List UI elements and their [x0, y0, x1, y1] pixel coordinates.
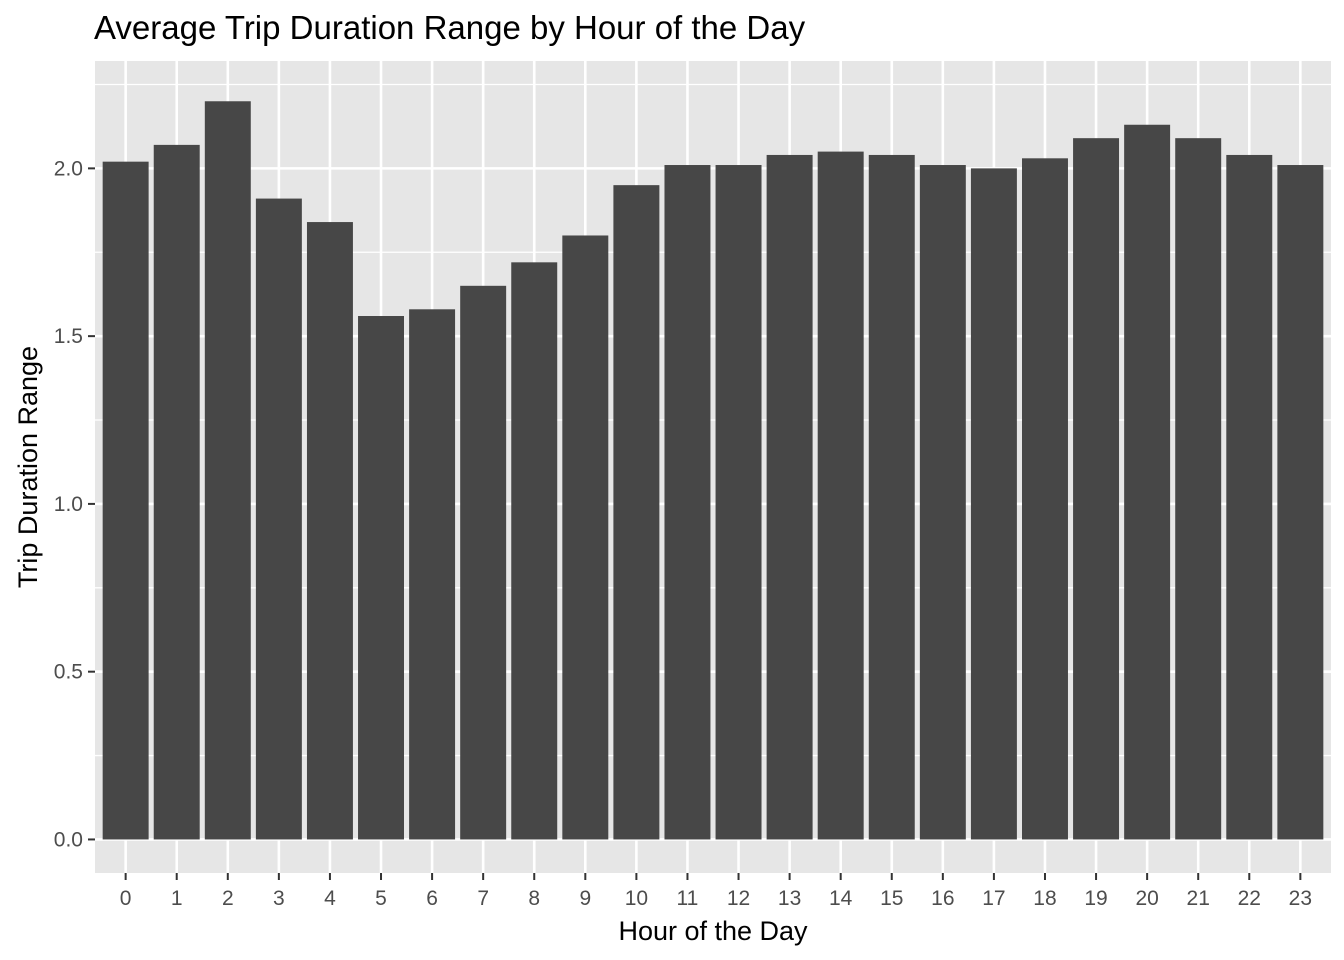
bar-hour-9	[562, 235, 609, 840]
y-axis-title: Trip Duration Range	[13, 346, 43, 588]
x-tick-label: 8	[528, 887, 540, 910]
x-tick-label: 23	[1289, 887, 1312, 910]
bar-hour-10	[613, 185, 660, 840]
x-tick-label: 11	[677, 887, 699, 910]
bar-hour-13	[766, 154, 813, 840]
bar-hour-7	[460, 285, 507, 840]
y-tick-label: 1.0	[54, 493, 83, 516]
bar-hour-1	[153, 144, 200, 840]
bar-hour-6	[409, 309, 456, 840]
x-tick-label: 20	[1135, 887, 1158, 910]
x-tick-label: 5	[375, 887, 387, 910]
bar-hour-21	[1175, 138, 1222, 840]
x-tick-label: 14	[829, 887, 853, 910]
x-tick-label: 1	[171, 887, 183, 910]
bar-hour-4	[306, 222, 353, 840]
x-tick-label: 13	[778, 887, 801, 910]
chart-title: Average Trip Duration Range by Hour of t…	[94, 9, 806, 46]
x-tick-label: 16	[931, 887, 954, 910]
bar-hour-22	[1226, 154, 1273, 840]
bar-hour-23	[1277, 165, 1324, 840]
bar-hour-8	[511, 262, 558, 840]
x-tick-label: 12	[727, 887, 750, 910]
x-tick-label: 17	[982, 887, 1005, 910]
bar-hour-19	[1073, 138, 1120, 840]
bar-hour-20	[1124, 124, 1171, 840]
x-tick-label: 19	[1084, 887, 1107, 910]
bar-hour-16	[919, 165, 966, 840]
bars	[102, 101, 1324, 840]
bar-hour-17	[970, 168, 1017, 840]
bar-hour-0	[102, 161, 149, 840]
y-tick-label: 2.0	[54, 157, 83, 180]
x-tick-label: 3	[273, 887, 285, 910]
bar-hour-15	[868, 154, 915, 840]
x-tick-label: 18	[1033, 887, 1056, 910]
bar-hour-18	[1022, 158, 1068, 840]
y-tick-label: 0.0	[54, 828, 83, 851]
x-tick-label: 9	[579, 887, 591, 910]
x-axis: 0 1 2 3 4 5 6 7 8 9 10 11 12 13 14 15 16 17 18 19 20 21 22 23	[120, 873, 1312, 910]
bar-hour-3	[255, 198, 302, 840]
x-tick-label: 7	[477, 887, 489, 910]
x-tick-label: 0	[120, 887, 132, 910]
y-tick-label: 1.5	[54, 325, 83, 348]
x-tick-label: 21	[1187, 887, 1210, 910]
bar-hour-2	[204, 101, 251, 840]
y-tick-label: 0.5	[54, 661, 83, 684]
bar-hour-14	[817, 151, 864, 840]
x-tick-label: 2	[222, 887, 234, 910]
x-tick-label: 22	[1238, 887, 1261, 910]
bar-hour-12	[715, 165, 762, 840]
bar-hour-5	[358, 316, 404, 840]
x-axis-title: Hour of the Day	[618, 916, 808, 946]
bar-hour-11	[664, 165, 711, 840]
y-axis: 0.0 0.5 1.0 1.5 2.0	[54, 157, 95, 851]
x-tick-label: 4	[324, 887, 336, 910]
x-tick-label: 15	[880, 887, 903, 910]
x-tick-label: 10	[625, 887, 648, 910]
x-tick-label: 6	[426, 887, 438, 910]
